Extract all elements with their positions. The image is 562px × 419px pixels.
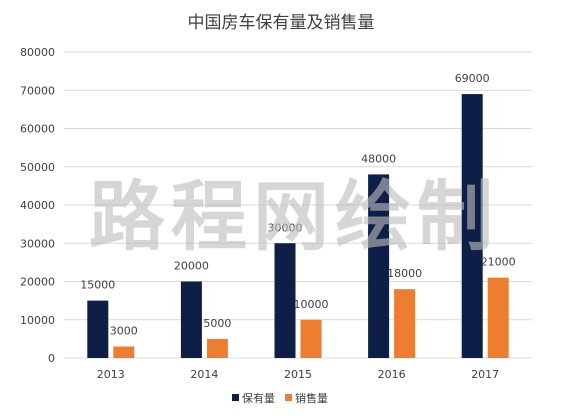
bars: 15000 3000 20000 5000 30000 10000 48000 18000 69…	[80, 72, 516, 358]
bar-inventory	[461, 94, 483, 358]
x-tick-label: 2014	[190, 368, 218, 381]
x-tick-label: 2016	[378, 368, 406, 381]
y-tick-label: 30000	[20, 237, 55, 250]
legend-label-sales: 销售量	[295, 391, 328, 405]
legend-swatch-inventory	[232, 394, 239, 401]
gridlines	[64, 51, 532, 359]
y-tick-label: 20000	[20, 276, 55, 289]
bar-inventory	[180, 281, 202, 358]
watermark: 路程网绘制	[89, 172, 499, 261]
data-label: 20000	[174, 260, 209, 273]
y-tick-label: 0	[48, 352, 55, 365]
y-tick-label: 10000	[20, 314, 55, 327]
x-tick-label: 2017	[471, 368, 499, 381]
y-tick-label: 50000	[20, 161, 55, 174]
data-label: 3000	[110, 325, 138, 338]
y-axis: 0 10000 20000 30000 40000 50000 60000 70000 8000…	[20, 46, 55, 365]
y-tick-label: 80000	[20, 46, 55, 59]
bar-inventory	[87, 300, 109, 358]
data-label: 5000	[203, 317, 231, 330]
bar-inventory	[368, 174, 390, 358]
legend-swatch-sales	[285, 394, 292, 401]
x-tick-label: 2013	[97, 368, 125, 381]
bar-sales	[487, 277, 509, 358]
bar-sales	[206, 338, 228, 358]
y-tick-label: 60000	[20, 123, 55, 136]
data-label: 21000	[481, 256, 516, 269]
data-label: 48000	[361, 152, 396, 165]
data-label: 10000	[294, 298, 329, 311]
y-tick-label: 70000	[20, 84, 55, 97]
legend: 保有量 销售量	[232, 391, 328, 405]
bar-sales	[300, 319, 322, 358]
bar-inventory	[274, 243, 296, 358]
chart-title: 中国房车保有量及销售量	[188, 13, 375, 33]
x-axis: 2013 2014 2015 2016 2017	[97, 368, 499, 381]
data-label: 30000	[268, 221, 303, 234]
legend-label-inventory: 保有量	[242, 391, 275, 405]
x-tick-label: 2015	[284, 368, 312, 381]
data-label: 15000	[80, 279, 115, 292]
data-label: 69000	[455, 72, 490, 85]
data-label: 18000	[387, 267, 422, 280]
y-tick-label: 40000	[20, 199, 55, 212]
bar-sales	[113, 346, 135, 358]
bar-sales	[394, 289, 416, 358]
